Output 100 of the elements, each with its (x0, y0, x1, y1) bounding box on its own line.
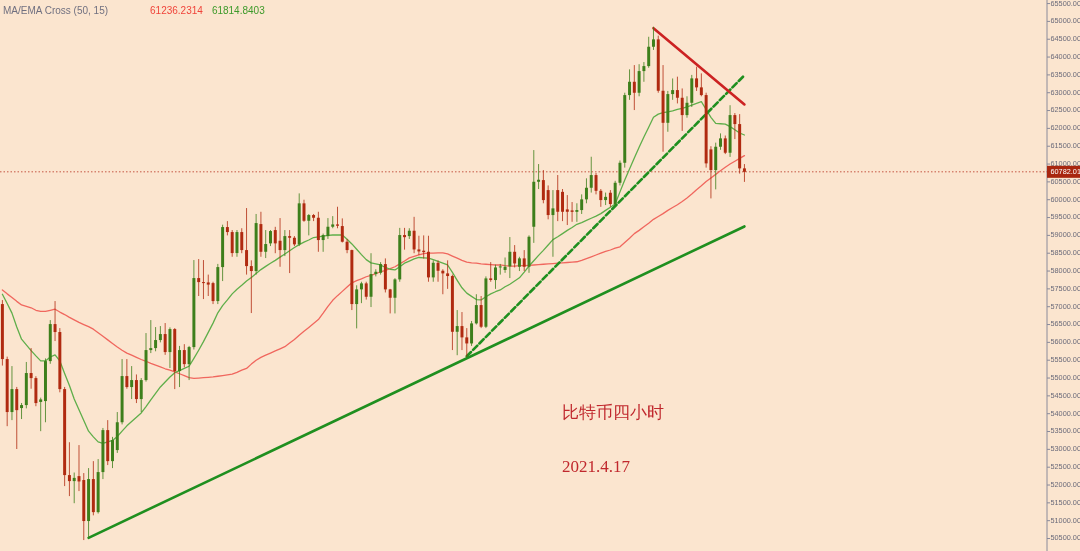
candlestick (508, 236, 512, 279)
candlestick (331, 215, 335, 229)
candlestick (671, 78, 675, 101)
candlestick (369, 252, 373, 308)
candlestick (503, 257, 507, 274)
candlestick (235, 229, 239, 258)
candlestick (326, 217, 330, 240)
candlestick (345, 238, 349, 254)
candlestick (537, 163, 541, 190)
candlestick (264, 229, 268, 259)
candlestick (436, 259, 440, 283)
annotation: 61236.2314 (150, 5, 204, 16)
candlestick (29, 347, 33, 390)
candlestick (393, 277, 397, 314)
candlestick (111, 436, 114, 469)
candlestick (541, 169, 545, 204)
candlestick (163, 322, 167, 356)
candlestick (359, 281, 363, 304)
candlestick (388, 288, 392, 314)
candlestick (647, 36, 651, 69)
candlestick (575, 202, 579, 223)
candlestick (134, 374, 138, 404)
candlestick (187, 345, 191, 381)
candlestick (139, 377, 143, 413)
candlestick (446, 259, 450, 290)
annotation: 比特币四小时 (562, 403, 664, 422)
candlestick (474, 293, 478, 325)
candlestick (149, 319, 153, 354)
candlestick (470, 320, 474, 347)
candlestick (10, 365, 14, 421)
candlestick (403, 227, 407, 251)
candlestick (680, 88, 684, 132)
candlestick (675, 76, 679, 104)
annotation: MA/EMA Cross (50, 15) (3, 5, 109, 16)
candlestick (628, 68, 632, 101)
candlestick (417, 235, 421, 256)
candlestick (15, 386, 19, 450)
candlestick (637, 63, 641, 97)
annotation: 61814.8403 (211, 5, 266, 16)
line-series (1, 154, 746, 380)
candlestick (695, 66, 699, 92)
candlestick (154, 326, 158, 352)
candlestick (72, 472, 76, 504)
candlestick (589, 156, 593, 193)
candlestick (522, 249, 526, 272)
candlestick (340, 218, 344, 243)
candlestick (431, 259, 435, 283)
candlestick (580, 193, 584, 215)
candlestick (556, 174, 560, 222)
candlestick (494, 264, 497, 290)
candlestick (273, 226, 277, 254)
candlestick (498, 263, 502, 276)
candlestick (618, 160, 622, 186)
candlestick (561, 188, 564, 222)
candlestick (130, 365, 134, 400)
candlestick (336, 206, 339, 229)
candlestick (604, 192, 608, 206)
candlestick (182, 343, 186, 368)
candlestick (278, 217, 282, 268)
candlestick (455, 309, 459, 356)
candlestick (20, 402, 24, 420)
candlestick (412, 216, 416, 254)
candlestick (699, 73, 703, 97)
candlestick (125, 358, 129, 390)
candlestick (733, 112, 737, 140)
candlestick (513, 244, 517, 268)
candlestick (307, 213, 311, 236)
candlestick (245, 207, 249, 276)
candlestick (288, 229, 292, 274)
candlestick (168, 326, 172, 369)
candlestick (651, 26, 655, 51)
candlestick (723, 135, 727, 155)
candlestick (211, 281, 215, 305)
candlestick (201, 259, 205, 300)
candlestick (249, 259, 253, 314)
candlestick (594, 172, 598, 195)
candlestick (613, 180, 617, 208)
candlestick (465, 327, 469, 358)
candlestick (479, 295, 483, 329)
candlestick (178, 345, 182, 388)
candlestick (460, 311, 464, 351)
candlestick (551, 189, 555, 258)
candlestick (316, 211, 320, 253)
candlestick (283, 229, 287, 257)
candlestick (206, 274, 210, 297)
candlestick (67, 441, 71, 497)
candlestick (489, 261, 493, 283)
candlestick (355, 284, 359, 329)
candlestick (39, 397, 43, 432)
candlestick (742, 163, 746, 183)
candlestick (565, 194, 569, 226)
candlestick (197, 258, 201, 297)
candlestick (570, 201, 574, 223)
annotation: 2021.4.17 (562, 457, 631, 476)
candlestick (714, 142, 718, 190)
candlestick (53, 300, 57, 342)
candlestick (642, 61, 646, 83)
candlestick (632, 64, 636, 111)
candlestick (584, 177, 588, 204)
candlestick (240, 227, 244, 254)
